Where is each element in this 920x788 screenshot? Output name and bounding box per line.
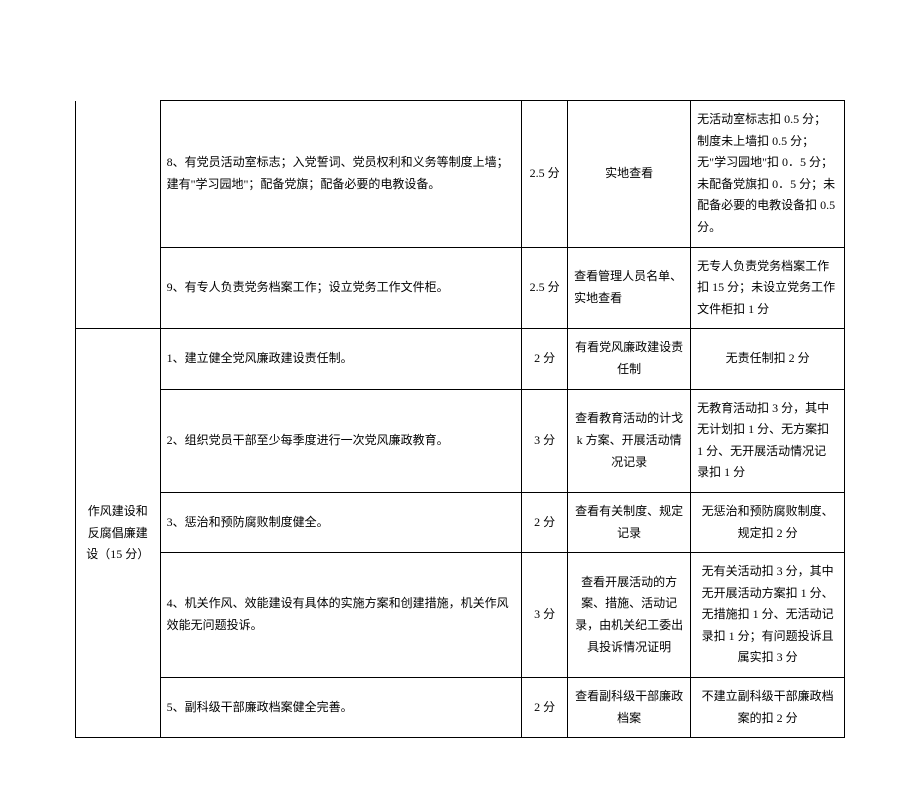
evaluation-table: 8、有党员活动室标志；入党誓词、党员权利和义务等制度上墙；建有"学习园地"；配备…: [75, 100, 845, 738]
deduct-cell: 不建立副科级干部廉政档案的扣 2 分: [691, 678, 845, 738]
score-cell: 2.5 分: [522, 101, 568, 248]
score-cell: 3 分: [522, 553, 568, 678]
item-cell: 1、建立健全党风廉政建设责任制。: [160, 329, 521, 389]
item-cell: 4、机关作风、效能建设有具体的实施方案和创建措施，机关作风效能无问题投诉。: [160, 553, 521, 678]
table-row: 8、有党员活动室标志；入党誓词、党员权利和义务等制度上墙；建有"学习园地"；配备…: [76, 101, 845, 248]
table-row: 3、惩治和预防腐败制度健全。 2 分 查看有关制度、规定记录 无惩治和预防腐败制…: [76, 492, 845, 552]
check-cell: 有看党风廉政建设责任制: [568, 329, 691, 389]
item-cell: 2、组织党员干部至少每季度进行一次党风廉政教育。: [160, 389, 521, 492]
table-row: 9、有专人负责党务档案工作；设立党务工作文件柜。 2.5 分 查看管理人员名单、…: [76, 247, 845, 329]
deduct-cell: 无活动室标志扣 0.5 分；制度未上墙扣 0.5 分；无"学习园地"扣 0．5 …: [691, 101, 845, 248]
score-cell: 3 分: [522, 389, 568, 492]
check-cell: 实地查看: [568, 101, 691, 248]
table-row: 2、组织党员干部至少每季度进行一次党风廉政教育。 3 分 查看教育活动的计戈 k…: [76, 389, 845, 492]
score-cell: 2 分: [522, 492, 568, 552]
deduct-cell: 无有关活动扣 3 分，其中无开展活动方案扣 1 分、无措施扣 1 分、无活动记录…: [691, 553, 845, 678]
table-row: 5、副科级干部廉政档案健全完善。 2 分 查看副科级干部廉政档案 不建立副科级干…: [76, 678, 845, 738]
category-cell-empty: [76, 101, 161, 329]
deduct-cell: 无惩治和预防腐败制度、规定扣 2 分: [691, 492, 845, 552]
deduct-cell: 无专人负责党务档案工作扣 15 分；未设立党务工作文件柜扣 1 分: [691, 247, 845, 329]
deduct-cell: 无责任制扣 2 分: [691, 329, 845, 389]
table-row: 作风建设和反腐倡廉建设（15 分） 1、建立健全党风廉政建设责任制。 2 分 有…: [76, 329, 845, 389]
score-cell: 2.5 分: [522, 247, 568, 329]
check-cell: 查看副科级干部廉政档案: [568, 678, 691, 738]
deduct-cell: 无教育活动扣 3 分，其中无计划扣 1 分、无方案扣 1 分、无开展活动情况记录…: [691, 389, 845, 492]
table-row: 4、机关作风、效能建设有具体的实施方案和创建措施，机关作风效能无问题投诉。 3 …: [76, 553, 845, 678]
item-cell: 8、有党员活动室标志；入党誓词、党员权利和义务等制度上墙；建有"学习园地"；配备…: [160, 101, 521, 248]
check-cell: 查看有关制度、规定记录: [568, 492, 691, 552]
item-cell: 3、惩治和预防腐败制度健全。: [160, 492, 521, 552]
item-cell: 5、副科级干部廉政档案健全完善。: [160, 678, 521, 738]
category-cell: 作风建设和反腐倡廉建设（15 分）: [76, 329, 161, 738]
item-cell: 9、有专人负责党务档案工作；设立党务工作文件柜。: [160, 247, 521, 329]
check-cell: 查看教育活动的计戈 k 方案、开展活动情况记录: [568, 389, 691, 492]
check-cell: 查看开展活动的方案、措施、活动记录，由机关纪工委出具投诉情况证明: [568, 553, 691, 678]
score-cell: 2 分: [522, 329, 568, 389]
score-cell: 2 分: [522, 678, 568, 738]
check-cell: 查看管理人员名单、实地查看: [568, 247, 691, 329]
